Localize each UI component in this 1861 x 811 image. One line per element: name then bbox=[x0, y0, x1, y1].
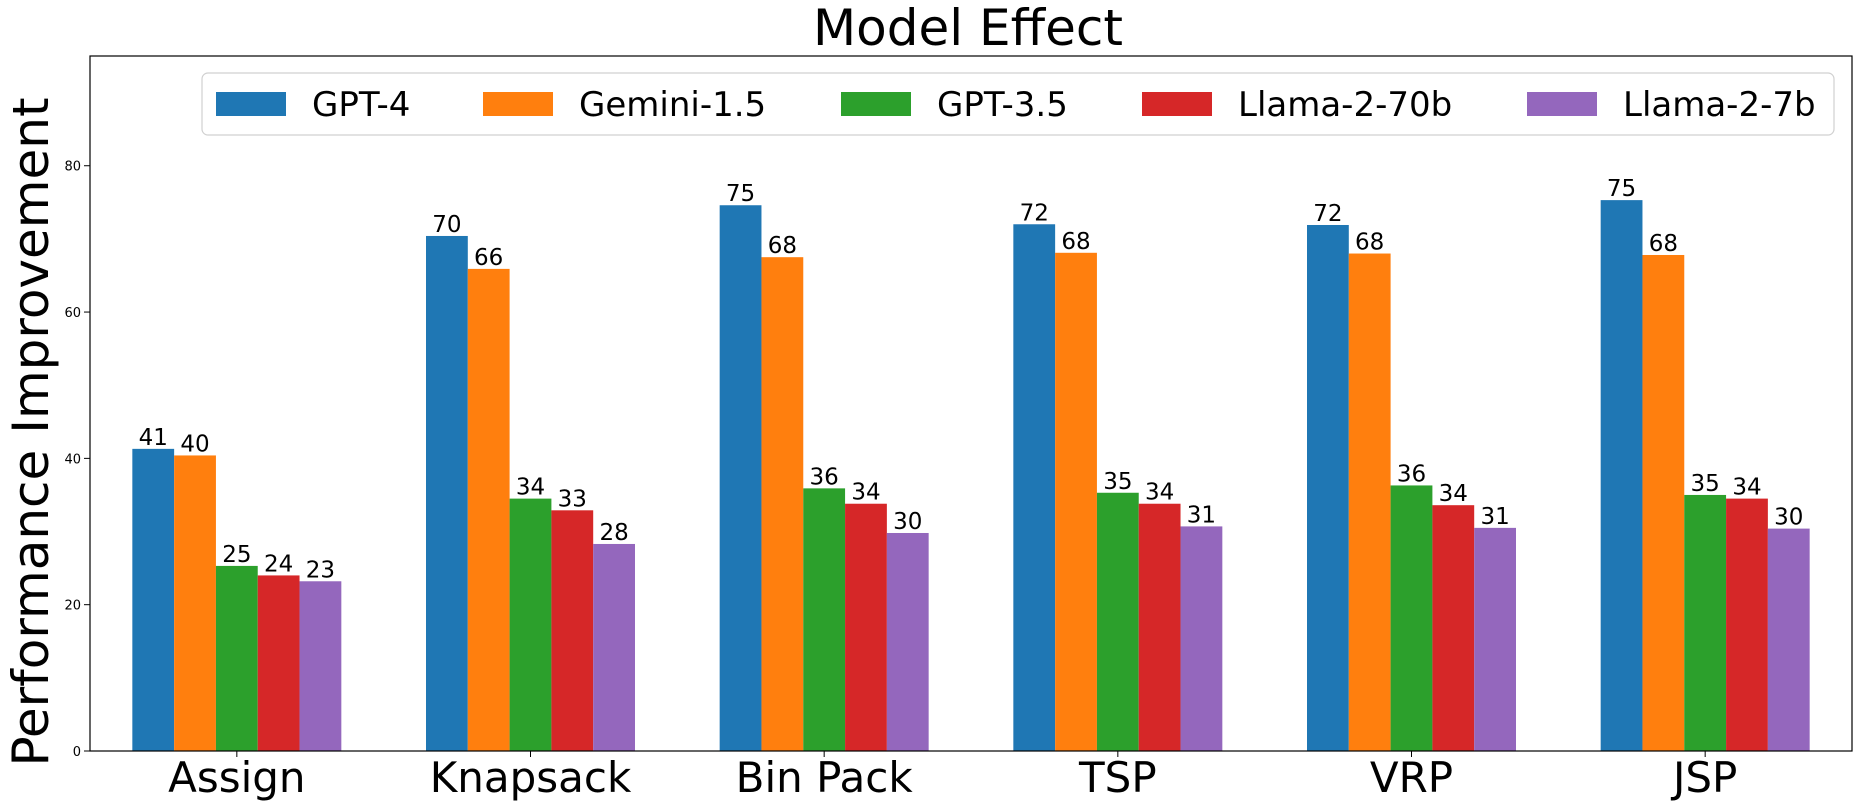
bar bbox=[1474, 527, 1516, 751]
legend-swatch bbox=[1527, 92, 1597, 116]
bar bbox=[551, 510, 594, 751]
legend-swatch bbox=[216, 92, 286, 116]
bar bbox=[132, 448, 175, 751]
bar bbox=[1684, 494, 1727, 751]
y-axis: 0 20 40 60 80 bbox=[64, 160, 90, 760]
bar-value-label: 70 bbox=[432, 212, 461, 238]
bar bbox=[1432, 505, 1475, 751]
y-tick-label: 40 bbox=[64, 452, 81, 467]
bar-value-label: 25 bbox=[222, 542, 251, 568]
bar-value-label: 36 bbox=[1397, 461, 1426, 487]
bar-value-label: 72 bbox=[1313, 201, 1342, 227]
bar bbox=[1390, 485, 1433, 751]
bar-value-label: 75 bbox=[726, 181, 755, 207]
legend-label: Llama-2-7b bbox=[1623, 85, 1816, 125]
bar bbox=[761, 257, 804, 751]
legend: GPT-4 Gemini-1.5 GPT-3.5 Llama-2-70b Llama-2… bbox=[201, 72, 1835, 136]
bar-value-label: 72 bbox=[1020, 200, 1049, 226]
y-tick-label: 20 bbox=[64, 599, 81, 614]
bar bbox=[509, 498, 552, 751]
bar bbox=[426, 235, 468, 752]
bar-value-label: 31 bbox=[1187, 502, 1216, 528]
plot-area-frame bbox=[89, 55, 1853, 752]
bar bbox=[174, 455, 216, 751]
legend-label: GPT-3.5 bbox=[937, 85, 1068, 125]
bar bbox=[1642, 254, 1685, 751]
bar-value-label: 68 bbox=[768, 233, 797, 259]
x-axis: Assign Knapsack Bin Pack TSP VRP JSP bbox=[168, 751, 1737, 802]
legend-swatch bbox=[841, 92, 911, 116]
bar bbox=[1180, 526, 1223, 751]
bar bbox=[1348, 253, 1391, 752]
bars-group: 41 40 25 24 23 70 66 34 33 28 75 68 36 34 30 72 68 35 34 31… bbox=[132, 176, 1810, 752]
legend-swatch bbox=[1142, 92, 1212, 116]
x-tick-label: Bin Pack bbox=[736, 753, 914, 802]
bar bbox=[467, 268, 510, 751]
x-tick-label: JSP bbox=[1670, 753, 1737, 802]
bar bbox=[1307, 224, 1349, 751]
bar-value-label: 34 bbox=[1732, 475, 1761, 501]
bar bbox=[1096, 492, 1139, 751]
y-tick-label: 80 bbox=[64, 160, 81, 175]
chart-title: Model Effect bbox=[813, 0, 1123, 57]
bar bbox=[719, 205, 762, 751]
y-tick-label: 60 bbox=[64, 306, 81, 321]
legend-box bbox=[201, 72, 1835, 136]
bar bbox=[1600, 200, 1643, 752]
bar bbox=[215, 565, 258, 751]
bar bbox=[1726, 498, 1768, 751]
bar bbox=[845, 503, 887, 751]
bar-value-label: 66 bbox=[474, 245, 503, 271]
bar-value-label: 34 bbox=[1145, 480, 1174, 506]
bar-value-label: 33 bbox=[558, 486, 587, 512]
bar-value-label: 36 bbox=[810, 464, 839, 490]
legend-label: GPT-4 bbox=[312, 85, 410, 125]
bar-value-label: 30 bbox=[893, 509, 922, 535]
bar-value-label: 28 bbox=[599, 520, 628, 546]
bar-value-label: 41 bbox=[139, 425, 168, 451]
bar-value-label: 34 bbox=[851, 480, 880, 506]
x-tick-label: Assign bbox=[168, 753, 305, 802]
bar-value-label: 30 bbox=[1774, 505, 1803, 531]
y-tick-label: 0 bbox=[73, 745, 81, 760]
legend-label: Gemini-1.5 bbox=[579, 85, 766, 125]
bar-value-label: 68 bbox=[1355, 230, 1384, 256]
bar-value-label: 34 bbox=[1439, 481, 1468, 507]
y-axis-label: Performance Improvement bbox=[2, 97, 60, 766]
bar-value-label: 68 bbox=[1061, 229, 1090, 255]
bar-value-label: 35 bbox=[1691, 471, 1720, 497]
bar bbox=[593, 543, 635, 751]
bar bbox=[299, 581, 342, 751]
x-tick-label: VRP bbox=[1370, 753, 1453, 802]
bar bbox=[803, 488, 846, 751]
legend-label: Llama-2-70b bbox=[1238, 85, 1452, 125]
x-tick-label: Knapsack bbox=[430, 753, 632, 802]
bar bbox=[1138, 503, 1181, 751]
bar bbox=[257, 575, 300, 751]
legend-swatch bbox=[483, 92, 553, 116]
bar-value-label: 40 bbox=[180, 431, 209, 457]
bar-value-label: 24 bbox=[264, 551, 293, 577]
bar bbox=[1013, 224, 1056, 751]
bar-value-label: 35 bbox=[1103, 469, 1132, 495]
bar-value-label: 31 bbox=[1480, 504, 1509, 530]
bar bbox=[1055, 252, 1097, 751]
bar-value-label: 34 bbox=[516, 475, 545, 501]
x-tick-label: TSP bbox=[1078, 753, 1157, 802]
bar bbox=[1767, 528, 1810, 751]
bar-value-label: 68 bbox=[1649, 231, 1678, 257]
bar-value-label: 75 bbox=[1607, 176, 1636, 202]
bar-value-label: 23 bbox=[306, 557, 335, 583]
bar bbox=[886, 532, 929, 751]
